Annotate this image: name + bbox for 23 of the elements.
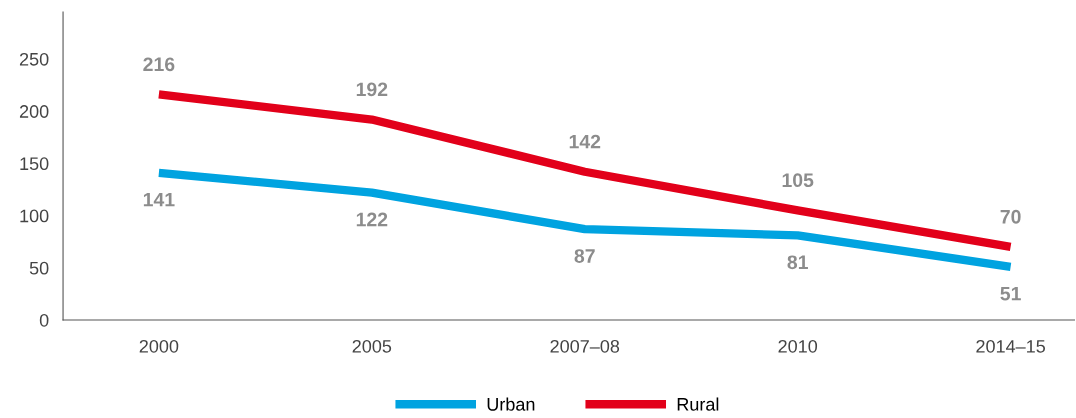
legend-label: Rural xyxy=(677,397,719,411)
data-label: 70 xyxy=(1000,209,1021,224)
y-tick-label: 200 xyxy=(19,105,49,118)
y-tick-label: 250 xyxy=(19,52,49,66)
x-tick-label: 2005 xyxy=(352,339,392,353)
data-label: 81 xyxy=(787,255,808,270)
data-label: 87 xyxy=(574,249,595,263)
data-label: 216 xyxy=(143,57,175,72)
data-label: 122 xyxy=(356,212,388,227)
data-label: 142 xyxy=(569,134,601,149)
x-tick-label: 2014–15 xyxy=(976,339,1046,353)
data-label: 141 xyxy=(143,192,175,207)
data-label: 51 xyxy=(1000,286,1021,301)
y-tick-label: 100 xyxy=(20,209,49,223)
x-tick-label: 2010 xyxy=(778,339,818,353)
data-label: 192 xyxy=(356,82,388,97)
y-tick-label: 50 xyxy=(29,261,49,275)
data-label: 105 xyxy=(782,173,814,188)
legend-label: Urban xyxy=(487,397,535,411)
y-tick-label: 0 xyxy=(39,313,49,327)
x-tick-label: 2007–08 xyxy=(550,339,620,353)
x-tick-label: 2000 xyxy=(139,339,179,353)
y-tick-label: 150 xyxy=(20,157,49,171)
